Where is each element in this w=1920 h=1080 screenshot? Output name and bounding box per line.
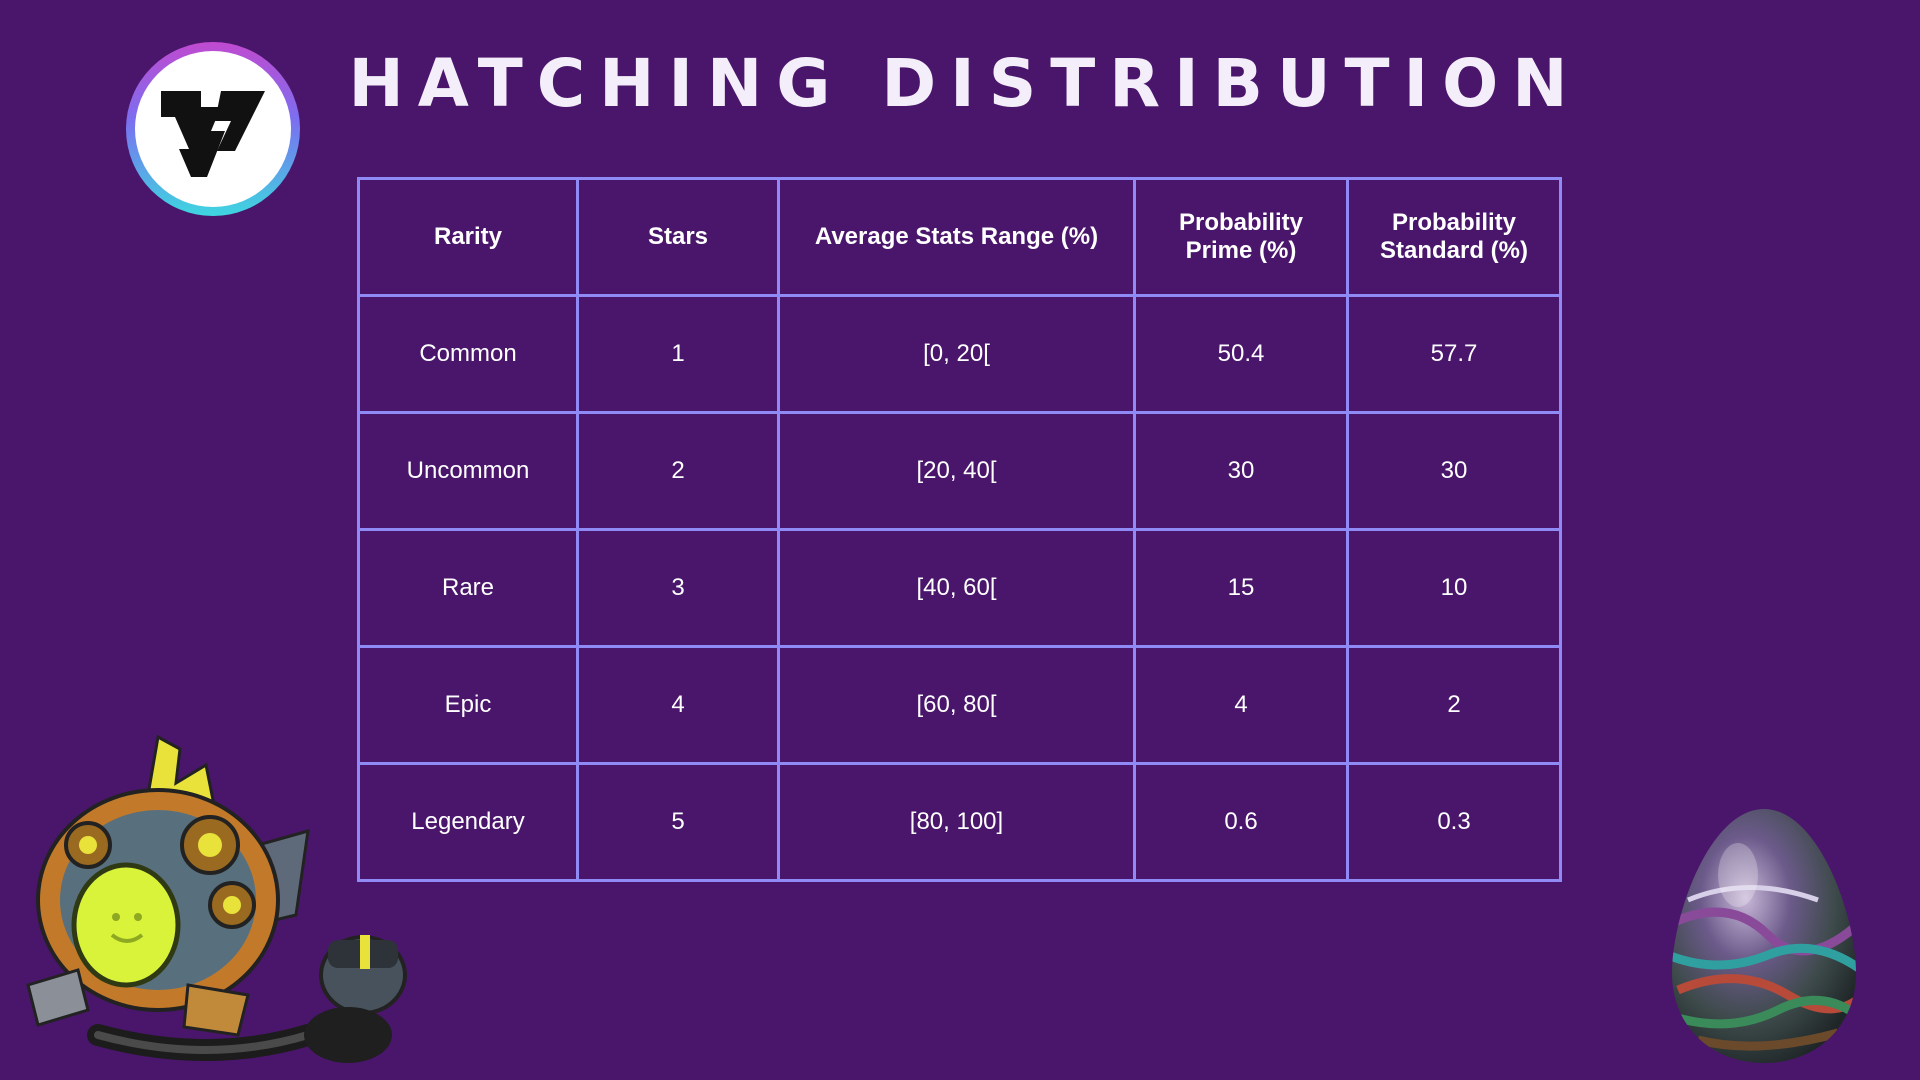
- logo-mark-icon: [161, 91, 265, 177]
- header-probability-standard: Probability Standard (%): [1346, 177, 1562, 297]
- cell-stats-range: [0, 20[: [777, 294, 1136, 414]
- table-row: Uncommon 2 [20, 40[ 30 30: [357, 411, 1562, 531]
- cell-stats-range: [40, 60[: [777, 528, 1136, 648]
- cell-probability-standard: 10: [1346, 528, 1562, 648]
- cell-stars: 3: [576, 528, 780, 648]
- cell-rarity: Legendary: [357, 762, 579, 882]
- cell-probability-prime: 50.4: [1133, 294, 1349, 414]
- header-rarity: Rarity: [357, 177, 579, 297]
- table-row: Rare 3 [40, 60[ 15 10: [357, 528, 1562, 648]
- brand-logo-icon: [126, 42, 300, 216]
- table-row: Legendary 5 [80, 100] 0.6 0.3: [357, 762, 1562, 882]
- cell-stars: 1: [576, 294, 780, 414]
- hatching-distribution-table: Rarity Stars Average Stats Range (%) Pro…: [357, 177, 1562, 882]
- cell-probability-standard: 2: [1346, 645, 1562, 765]
- cell-rarity: Epic: [357, 645, 579, 765]
- cell-rarity: Rare: [357, 528, 579, 648]
- cell-stars: 2: [576, 411, 780, 531]
- logo-badge: [135, 51, 291, 207]
- page-title: HATCHING DISTRIBUTION: [348, 45, 1582, 122]
- cell-probability-standard: 30: [1346, 411, 1562, 531]
- table-row: Common 1 [0, 20[ 50.4 57.7: [357, 294, 1562, 414]
- cell-probability-standard: 0.3: [1346, 762, 1562, 882]
- cell-rarity: Uncommon: [357, 411, 579, 531]
- robot-creature-illustration: [26, 735, 407, 1063]
- cell-stars: 5: [576, 762, 780, 882]
- cell-stats-range: [80, 100]: [777, 762, 1136, 882]
- distribution-table-container: Rarity Stars Average Stats Range (%) Pro…: [357, 177, 1562, 882]
- marbled-egg-illustration: [1672, 809, 1856, 1063]
- cell-stats-range: [60, 80[: [777, 645, 1136, 765]
- table-row: Epic 4 [60, 80[ 4 2: [357, 645, 1562, 765]
- cell-probability-prime: 15: [1133, 528, 1349, 648]
- cell-probability-prime: 4: [1133, 645, 1349, 765]
- table-header-row: Rarity Stars Average Stats Range (%) Pro…: [357, 177, 1562, 297]
- cell-stats-range: [20, 40[: [777, 411, 1136, 531]
- cell-probability-prime: 0.6: [1133, 762, 1349, 882]
- header-average-stats-range: Average Stats Range (%): [777, 177, 1136, 297]
- header-stars: Stars: [576, 177, 780, 297]
- cell-probability-prime: 30: [1133, 411, 1349, 531]
- cell-stars: 4: [576, 645, 780, 765]
- cell-probability-standard: 57.7: [1346, 294, 1562, 414]
- header-probability-prime: Probability Prime (%): [1133, 177, 1349, 297]
- cell-rarity: Common: [357, 294, 579, 414]
